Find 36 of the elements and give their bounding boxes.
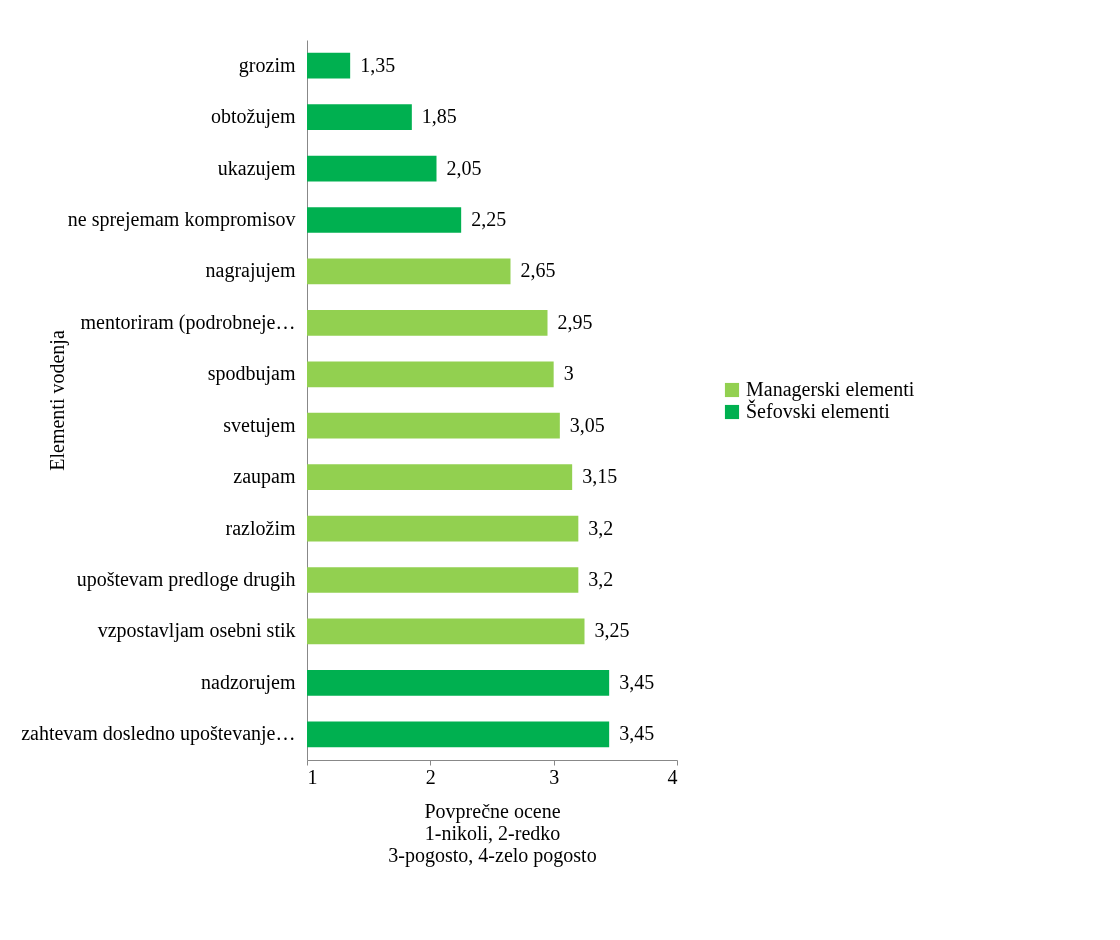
data-label: 2,65 [520,259,556,282]
y-tick-label: nagrajujem [205,259,296,283]
y-tick-label: svetujem [223,413,296,437]
data-label: 3,25 [594,619,630,642]
legend-label: Managerski elementi [746,378,915,401]
data-label: 3,05 [569,413,605,436]
data-label: 2,05 [446,156,482,179]
data-label: 3 [563,362,574,385]
y-tick-label: zaupam [233,465,296,489]
data-label: 1,35 [360,53,396,76]
y-tick-label: mentoriram (podrobneje… [80,310,296,334]
y-tick-label: zahtevam dosledno upoštevanje… [21,722,296,746]
data-label: 3,45 [619,670,655,693]
data-label: 2,95 [557,310,593,333]
data-label: 3,2 [588,568,614,590]
x-axis-title: Povprečne ocene 1-nikoli, 2-redko 3-pogosto, 4-zelo pogosto [388,799,597,867]
data-label: 2,25 [471,208,507,230]
data-label: 3,15 [582,465,618,488]
y-tick-label: nadzorujem [201,670,296,694]
data-label: 3,45 [619,722,655,745]
x-tick-label: 2 [425,765,436,788]
y-tick-label: ukazujem [217,156,296,180]
y-tick-label: grozim [238,53,296,77]
y-axis-title: Elementi vodenja [45,330,69,471]
data-label: 3,2 [588,516,614,539]
y-tick-label: vzpostavljam osebni stik [97,619,296,643]
x-tick-label: 4 [667,765,678,788]
y-tick-label: upoštevam predloge drugih [76,568,296,591]
y-tick-label: ne sprejemam kompromisov [67,208,296,231]
x-tick-label: 3 [549,765,560,788]
legend-label: Šefovski elementi [746,399,891,422]
x-tick-label: 1 [307,765,318,788]
data-label: 1,85 [421,105,457,128]
y-tick-label: obtožujem [211,105,296,129]
y-tick-label: razložim [225,516,296,539]
y-tick-label: spodbujam [207,362,296,386]
